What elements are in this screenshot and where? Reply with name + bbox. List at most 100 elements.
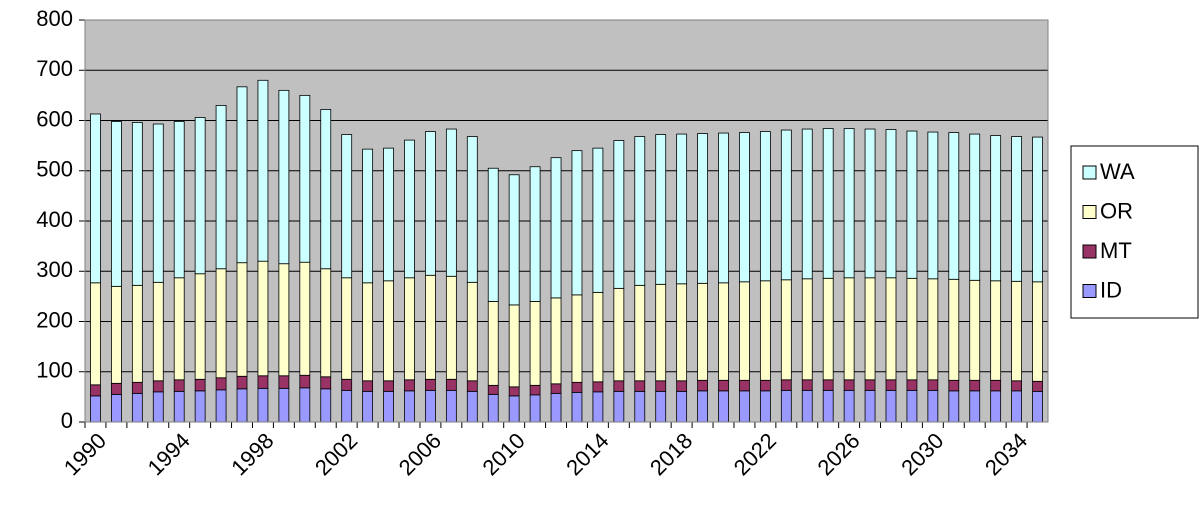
bar-segment [90, 395, 101, 423]
bar-segment [885, 277, 897, 381]
bar-segment [529, 166, 541, 302]
bar-segment [718, 132, 729, 284]
bar-segment [697, 133, 708, 284]
bar-segment [613, 390, 625, 423]
bar-segment [927, 278, 939, 381]
bar-segment [885, 129, 897, 279]
bar-segment [362, 380, 374, 392]
bar-segment [822, 379, 834, 391]
x-tick-label: 2022 [729, 428, 781, 480]
bar-segment [278, 387, 290, 423]
bar-segment [466, 380, 478, 392]
bar-segment [906, 379, 918, 391]
bar-segment [948, 132, 960, 280]
bar-segment [676, 283, 688, 382]
bar-segment [383, 280, 394, 382]
bar-segment [257, 387, 269, 423]
bar-segment [864, 389, 876, 423]
bar-segment [801, 389, 813, 423]
bar-segment [215, 377, 227, 391]
bar-segment [152, 281, 164, 382]
bar-segment [445, 275, 457, 380]
bar-segment [194, 390, 206, 423]
bar-segment [236, 86, 248, 264]
bar-segment [550, 392, 562, 423]
bar-segment [111, 393, 122, 423]
bar-segment [739, 132, 750, 283]
x-tick-label: 2002 [310, 428, 362, 480]
bar-segment [173, 390, 185, 423]
bar-segment [948, 278, 960, 381]
bar-segment [822, 128, 834, 279]
bar-segment [843, 128, 855, 279]
y-tick-label: 200 [36, 307, 73, 332]
bar-segment [425, 274, 436, 380]
bar-segment [508, 386, 520, 397]
bar-segment [215, 389, 227, 423]
bar-segment [529, 384, 541, 396]
bar-segment [655, 283, 667, 382]
bar-segment [592, 391, 604, 423]
bar-segment [445, 389, 457, 423]
bar-segment [404, 139, 415, 279]
legend-label: ID [1100, 277, 1122, 302]
bar-segment [404, 277, 415, 381]
bar-segment [655, 134, 667, 285]
bar-segment [843, 277, 855, 381]
bar-segment [215, 268, 227, 379]
bar-segment [299, 387, 311, 423]
bar-segment [257, 79, 269, 262]
bar-segment [299, 374, 311, 389]
x-tick-label: 2006 [394, 428, 446, 480]
bar-segment [508, 395, 520, 423]
bar-segment [927, 131, 939, 280]
bar-segment [885, 379, 897, 391]
bar-segment [1011, 390, 1022, 423]
x-tick-label: 2026 [812, 428, 864, 480]
x-tick-label: 2030 [896, 428, 948, 480]
bar-segment [990, 135, 1002, 282]
bar-segment [529, 300, 541, 386]
bar-segment [634, 390, 646, 423]
bar-segment [759, 131, 771, 282]
bar-segment [1011, 280, 1022, 382]
bar-segment [613, 287, 625, 382]
legend-swatch [1082, 165, 1097, 180]
bar-segment [215, 105, 227, 270]
bar-segment [676, 380, 688, 392]
bar-segment [341, 389, 353, 423]
bar-segment [194, 117, 206, 275]
bar-segment [194, 378, 206, 392]
bar-segment [571, 150, 583, 296]
legend-swatch [1082, 205, 1097, 219]
x-tick-label: 2010 [478, 428, 530, 480]
bar-segment [550, 157, 562, 299]
bar-segment [90, 113, 101, 284]
bar-segment [508, 174, 520, 306]
bar-segment [927, 379, 939, 391]
y-tick-label: 500 [36, 157, 73, 182]
bar-segment [487, 300, 499, 386]
bar-segment [131, 284, 143, 383]
bar-segment [362, 282, 374, 382]
bar-segment [299, 94, 311, 263]
bar-segment [550, 383, 562, 394]
bar-segment [676, 390, 688, 423]
bar-segment [718, 379, 729, 392]
bar-segment [1032, 281, 1043, 382]
legend-swatch [1082, 244, 1097, 259]
bar-segment [948, 379, 960, 392]
bar-segment [383, 380, 394, 392]
bar-segment [990, 379, 1002, 392]
bar-segment [487, 167, 499, 302]
bar-segment [571, 381, 583, 393]
bar-segment [320, 109, 332, 270]
bar-segment [759, 379, 771, 392]
bar-segment [173, 277, 185, 381]
x-tick-label: 2014 [561, 428, 613, 480]
bar-segment [383, 147, 394, 282]
bar-segment [152, 391, 164, 423]
bar-segment [550, 297, 562, 385]
bar-segment [739, 379, 750, 392]
